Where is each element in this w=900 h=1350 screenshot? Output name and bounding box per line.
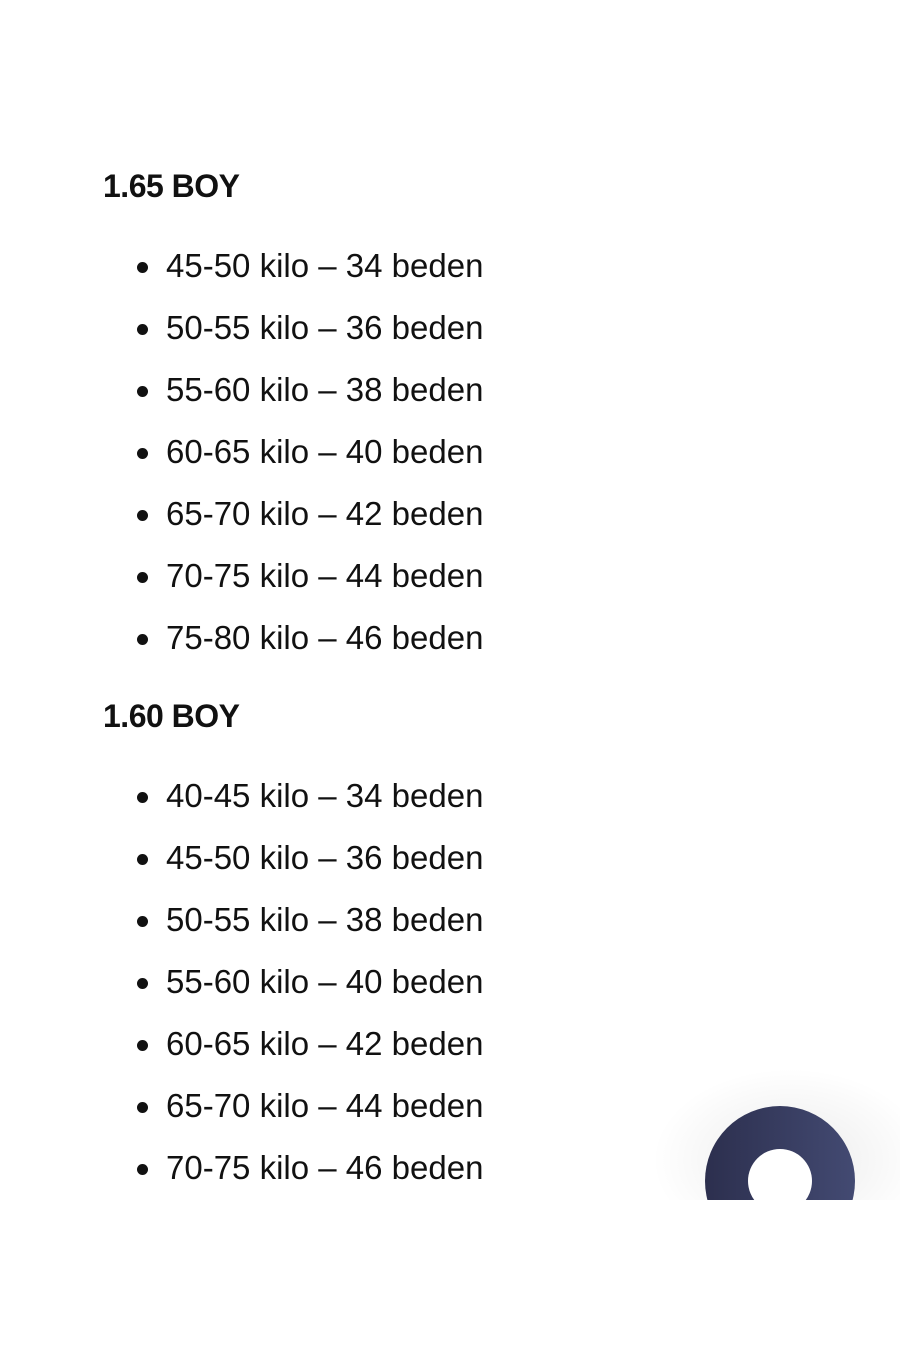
list-item-text: 60-65 kilo – 42 beden — [166, 1025, 484, 1062]
list-item-text: 45-50 kilo – 34 beden — [166, 247, 484, 284]
bullet-icon — [137, 324, 148, 335]
article-content: 1.65 BOY 45-50 kilo – 34 beden 50-55 kilo… — [103, 168, 900, 1200]
bullet-icon — [137, 634, 148, 645]
bullet-icon — [137, 510, 148, 521]
list-item-text: 70-75 kilo – 46 beden — [166, 1149, 484, 1186]
section-heading-165: 1.65 BOY — [103, 168, 240, 204]
bullet-icon — [137, 386, 148, 397]
bullet-icon — [137, 262, 148, 273]
list-item-text: 50-55 kilo – 38 beden — [166, 901, 484, 938]
section-heading-160: 1.60 BOY — [103, 698, 240, 734]
list-item-text: 65-70 kilo – 44 beden — [166, 1087, 484, 1124]
list-item-text: 55-60 kilo – 40 beden — [166, 963, 484, 1000]
bullet-icon — [137, 978, 148, 989]
list-item-text: 40-45 kilo – 34 beden — [166, 777, 484, 814]
list-item-text: 65-70 kilo – 42 beden — [166, 495, 484, 532]
bullet-icon — [137, 854, 148, 865]
list-item-text: 55-60 kilo – 38 beden — [166, 371, 484, 408]
bullet-icon — [137, 1102, 148, 1113]
bullet-icon — [137, 1164, 148, 1175]
ring-icon — [748, 1149, 812, 1200]
bullet-icon — [137, 916, 148, 927]
list-item-text: 70-75 kilo – 44 beden — [166, 557, 484, 594]
bullet-icon — [137, 792, 148, 803]
bullet-icon — [137, 1040, 148, 1051]
list-item-text: 60-65 kilo – 40 beden — [166, 433, 484, 470]
list-item-text: 50-55 kilo – 36 beden — [166, 309, 484, 346]
list-item-text: 75-80 kilo – 46 beden — [166, 619, 484, 656]
bullet-icon — [137, 448, 148, 459]
list-item-text: 45-50 kilo – 36 beden — [166, 839, 484, 876]
bullet-icon — [137, 572, 148, 583]
